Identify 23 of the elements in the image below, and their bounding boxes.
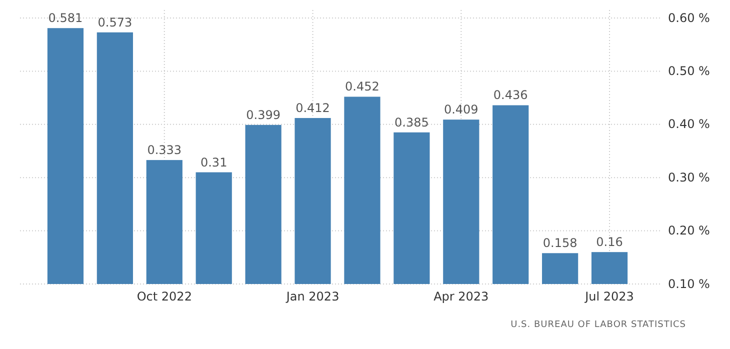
data-label: 0.31 — [200, 155, 228, 170]
data-label: 0.409 — [444, 102, 478, 117]
y-tick-label: 0.50 % — [668, 64, 710, 78]
y-tick-label: 0.40 % — [668, 117, 710, 132]
x-tick-label: Jan 2023 — [285, 290, 340, 304]
data-label: 0.333 — [147, 143, 182, 158]
data-label: 0.412 — [296, 101, 330, 116]
x-tick-label: Apr 2023 — [434, 290, 489, 304]
x-tick-label: Oct 2022 — [136, 290, 192, 304]
data-label: 0.581 — [48, 11, 83, 26]
data-label: 0.385 — [394, 115, 429, 130]
data-label: 0.399 — [246, 108, 280, 122]
y-tick-label: 0.20 % — [668, 224, 710, 238]
y-tick-label: 0.10 % — [668, 276, 710, 291]
data-label: 0.452 — [345, 80, 380, 94]
data-label: 0.436 — [493, 88, 528, 102]
text: U.S. BUREAU OF LABOR STATISTICS — [510, 320, 686, 330]
y-tick-label: 0.30 % — [668, 170, 710, 184]
x-tick-label: Jul 2023 — [584, 290, 634, 304]
data-label: 0.158 — [542, 236, 578, 250]
y-tick-label: 0.60 % — [668, 10, 710, 25]
data-label: 0.573 — [98, 15, 132, 30]
data-label: 0.16 — [596, 235, 623, 250]
